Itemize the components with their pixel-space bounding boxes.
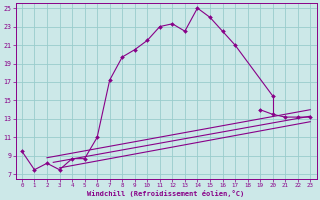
X-axis label: Windchill (Refroidissement éolien,°C): Windchill (Refroidissement éolien,°C): [87, 190, 245, 197]
